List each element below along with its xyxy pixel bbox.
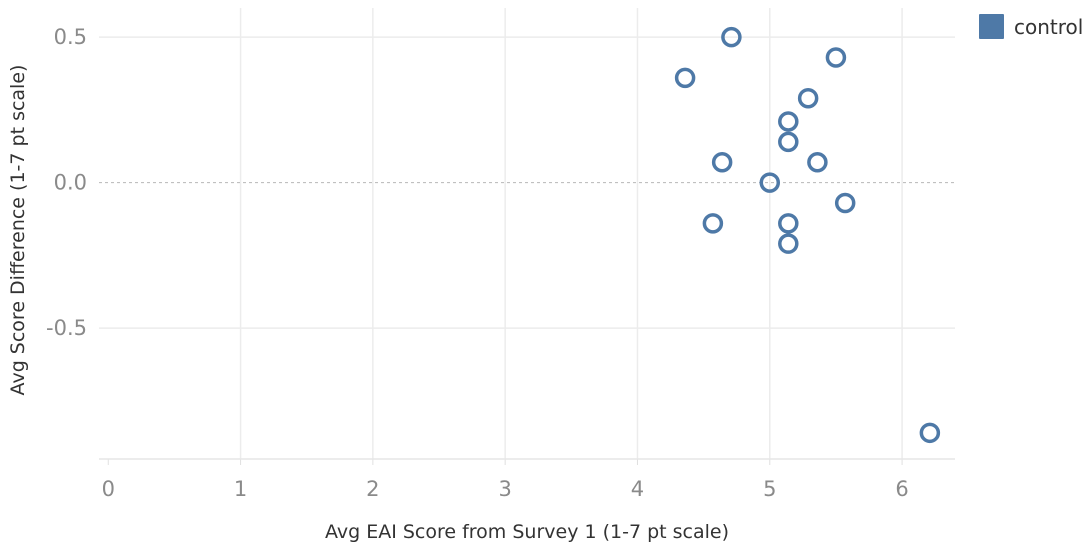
data-point[interactable] bbox=[721, 26, 742, 48]
data-point[interactable] bbox=[778, 131, 799, 153]
x-tick-label: 1 bbox=[234, 477, 247, 501]
data-point[interactable] bbox=[674, 67, 696, 89]
y-tick-label: 0.0 bbox=[54, 171, 87, 195]
y-tick-labels: 0.5 0.0 -0.5 bbox=[46, 25, 87, 340]
data-point[interactable] bbox=[919, 422, 941, 444]
legend-label-control: control bbox=[1014, 15, 1083, 39]
x-tick-label: 4 bbox=[631, 477, 644, 501]
legend[interactable]: control bbox=[979, 14, 1083, 39]
data-point[interactable] bbox=[759, 172, 781, 193]
data-point[interactable] bbox=[702, 213, 724, 234]
data-point[interactable] bbox=[711, 151, 733, 173]
data-point[interactable] bbox=[825, 47, 847, 68]
grid bbox=[99, 8, 955, 465]
legend-swatch-control bbox=[979, 14, 1004, 39]
data-point[interactable] bbox=[778, 213, 799, 234]
x-tick-label: 5 bbox=[763, 477, 776, 501]
data-point[interactable] bbox=[807, 151, 828, 173]
x-tick-label: 2 bbox=[366, 477, 379, 501]
data-point[interactable] bbox=[797, 87, 819, 109]
data-point[interactable] bbox=[834, 192, 856, 214]
data-points bbox=[674, 26, 941, 444]
y-tick-label: -0.5 bbox=[46, 316, 87, 340]
y-tick-label: 0.5 bbox=[54, 25, 87, 49]
y-axis-title: Avg Score Difference (1-7 pt scale) bbox=[7, 65, 29, 396]
x-tick-label: 0 bbox=[102, 477, 115, 501]
data-point[interactable] bbox=[778, 111, 799, 132]
x-tick-label: 3 bbox=[498, 477, 511, 501]
x-tick-label: 6 bbox=[895, 477, 908, 501]
x-axis-title: Avg EAI Score from Survey 1 (1-7 pt scal… bbox=[325, 521, 729, 543]
data-point[interactable] bbox=[778, 233, 799, 254]
x-tick-labels: 0 1 2 3 4 5 6 bbox=[102, 477, 909, 501]
